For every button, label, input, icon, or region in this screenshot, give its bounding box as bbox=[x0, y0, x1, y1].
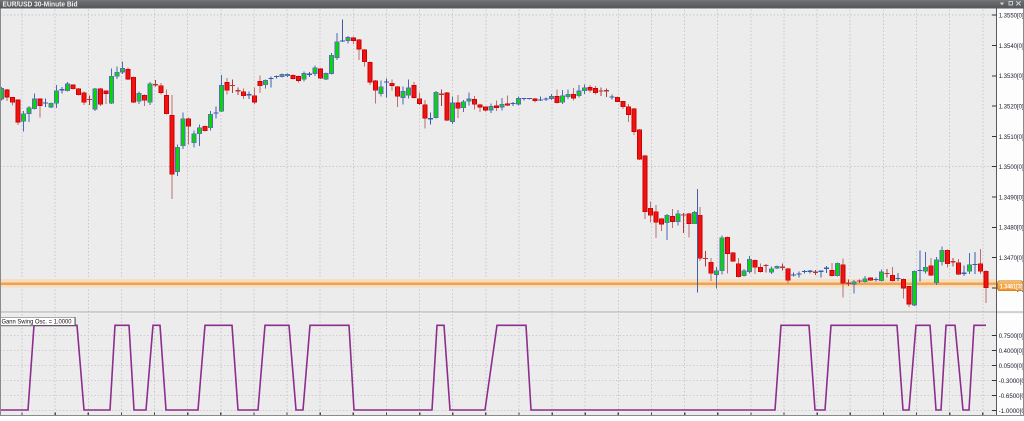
svg-text:1.3490[0]: 1.3490[0] bbox=[999, 194, 1024, 201]
svg-text:EUR/USD 30-Minute Bid: EUR/USD 30-Minute Bid bbox=[3, 0, 78, 9]
svg-text:-0.6500[0]: -0.6500[0] bbox=[999, 393, 1024, 400]
svg-text:0.7500[0]: 0.7500[0] bbox=[999, 333, 1024, 340]
svg-text:-1.0000[0]: -1.0000[0] bbox=[999, 408, 1024, 415]
svg-text:1.3500[0]: 1.3500[0] bbox=[999, 164, 1024, 171]
svg-text:0.4000[0]: 0.4000[0] bbox=[999, 348, 1024, 355]
svg-text:1.3461[3]: 1.3461[3] bbox=[1000, 284, 1023, 291]
svg-text:0.0500[0]: 0.0500[0] bbox=[999, 363, 1024, 370]
svg-text:1.3530[0]: 1.3530[0] bbox=[999, 73, 1024, 80]
svg-text:1.3520[0]: 1.3520[0] bbox=[999, 104, 1024, 111]
svg-text:1.3510[0]: 1.3510[0] bbox=[999, 134, 1024, 141]
svg-text:1.3480[0]: 1.3480[0] bbox=[999, 225, 1024, 232]
svg-text:-0.3000[0]: -0.3000[0] bbox=[999, 378, 1024, 385]
svg-text:Gann Swing Osc. = 1.0000: Gann Swing Osc. = 1.0000 bbox=[2, 318, 73, 325]
svg-text:1.3550[0]: 1.3550[0] bbox=[999, 13, 1024, 20]
svg-text:1.3540[0]: 1.3540[0] bbox=[999, 43, 1024, 50]
svg-text:1.3470[0]: 1.3470[0] bbox=[999, 255, 1024, 262]
